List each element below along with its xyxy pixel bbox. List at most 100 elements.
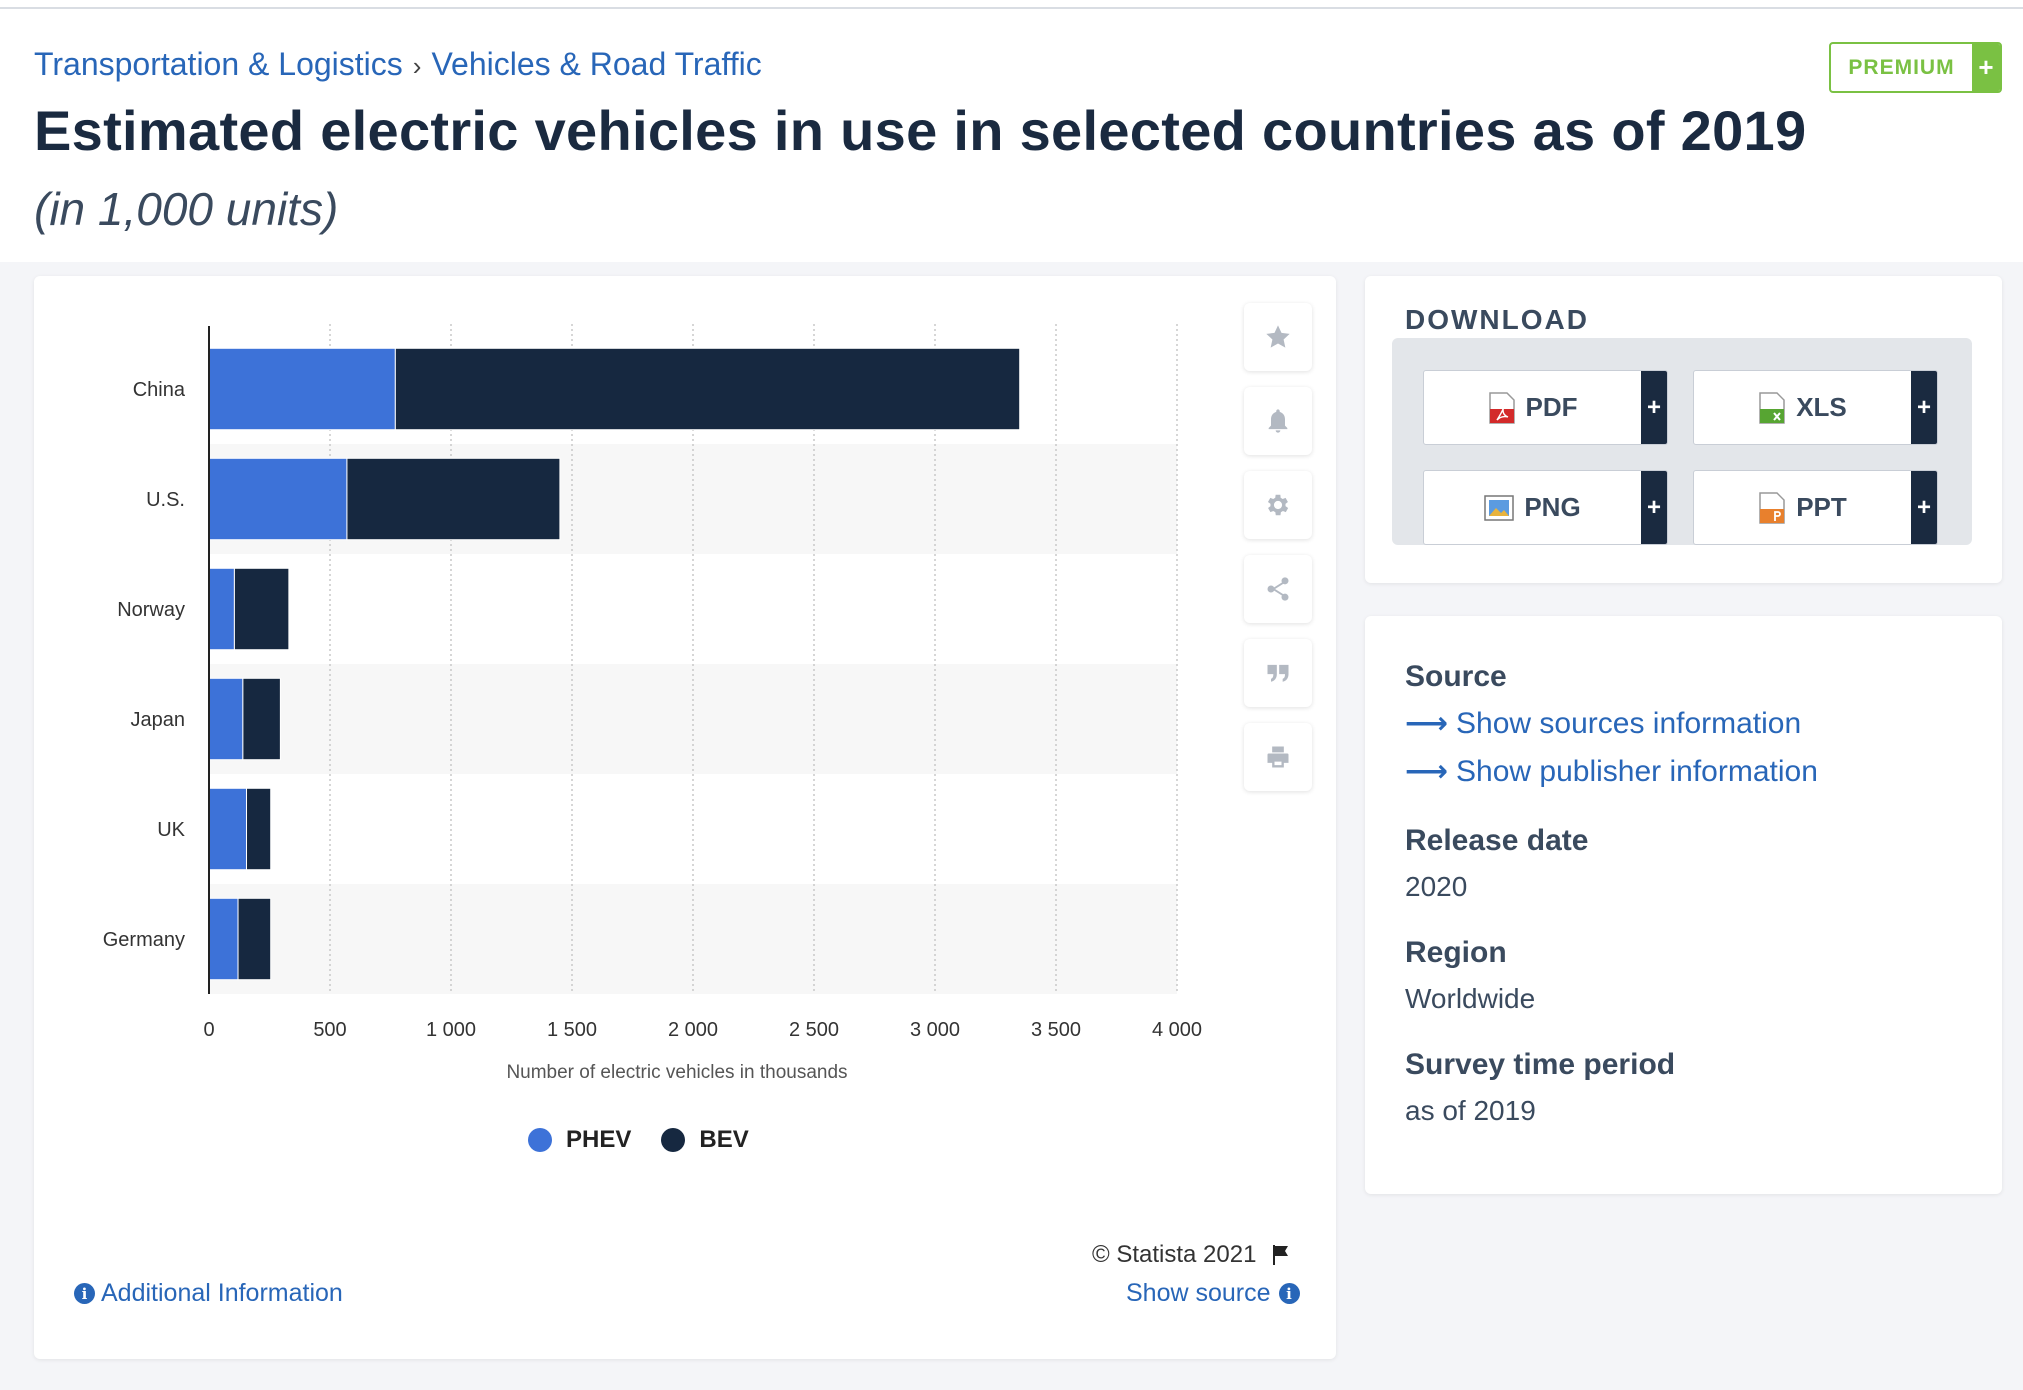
star-icon [1266, 325, 1290, 348]
chart-card: China U.S. Norway Japan UK Germany 0 500 1 000 1 … [34, 276, 1336, 1359]
pdf-file-icon [1488, 391, 1515, 424]
bar-bev-japan[interactable] [242, 677, 281, 761]
release-date-value: 2020 [1405, 871, 1468, 902]
plus-icon: + [1641, 371, 1667, 444]
legend-item-phev[interactable]: PHEV [528, 1126, 631, 1154]
show-source-link[interactable]: Show source i [1126, 1279, 1300, 1308]
top-divider [0, 7, 2023, 9]
notification-button[interactable] [1244, 387, 1312, 455]
cite-button[interactable] [1244, 639, 1312, 707]
bar-phev-china[interactable] [208, 347, 396, 431]
x-tick-label: 3 000 [910, 1019, 960, 1041]
premium-plus-icon: + [1972, 44, 2000, 91]
ppt-file-icon [1759, 491, 1785, 524]
breadcrumb: Transportation & Logistics › Vehicles & Ro… [34, 46, 762, 83]
bar-bev-norway[interactable] [233, 567, 290, 651]
pdf-label-text: PDF [1525, 392, 1578, 422]
bell-icon [1268, 409, 1288, 433]
bar-bev-uk[interactable] [246, 787, 272, 871]
gear-icon [1267, 494, 1289, 516]
plus-icon: + [1641, 471, 1667, 544]
download-pdf-button[interactable]: PDF + [1423, 370, 1668, 445]
y-tick-label: China [133, 379, 186, 401]
bar-phev-norway[interactable] [208, 567, 235, 651]
share-icon [1267, 577, 1289, 601]
plus-icon: + [1911, 471, 1937, 544]
survey-period-value: as of 2019 [1405, 1095, 1536, 1126]
x-tick-label: 1 000 [426, 1019, 476, 1041]
download-png-button[interactable]: PNG + [1423, 470, 1668, 545]
y-tick-label: U.S. [146, 489, 185, 511]
source-label: Source [1405, 660, 1507, 693]
page-subtitle: (in 1,000 units) [34, 183, 339, 235]
page-header [0, 0, 2023, 262]
download-ppt-label: PPT [1694, 491, 1911, 524]
show-sources-link[interactable]: ⟶ Show sources information [1405, 706, 1801, 741]
premium-label: PREMIUM [1848, 55, 1955, 79]
y-tick-label: Norway [117, 599, 185, 621]
x-tick-label: 0 [203, 1019, 214, 1041]
survey-period-label: Survey time period [1405, 1048, 1676, 1081]
xls-file-icon [1759, 391, 1785, 424]
xls-label-text: XLS [1796, 392, 1847, 422]
region-label: Region [1405, 936, 1507, 969]
settings-button[interactable] [1244, 471, 1312, 539]
legend-label-bev: BEV [699, 1126, 749, 1153]
download-png-label: PNG [1424, 492, 1641, 523]
show-publisher-label: Show publisher information [1456, 754, 1818, 788]
bar-bev-china[interactable] [394, 347, 1021, 431]
arrow-right-icon: ⟶ [1405, 755, 1449, 788]
print-icon [1267, 746, 1289, 768]
x-tick-label: 2 500 [789, 1019, 839, 1041]
download-card: DOWNLOAD PDF + XLS + PNG + [1365, 276, 2002, 583]
page-title: Estimated electric vehicles in use in se… [34, 99, 1807, 162]
share-button[interactable] [1244, 555, 1312, 623]
breadcrumb-vehicles[interactable]: Vehicles & Road Traffic [431, 46, 762, 82]
ppt-label-text: PPT [1796, 492, 1847, 522]
x-tick-label: 1 500 [547, 1019, 597, 1041]
print-button[interactable] [1244, 723, 1312, 791]
info-icon: i [1278, 1283, 1300, 1304]
y-tick-label: UK [157, 819, 185, 841]
bar-bev-germany[interactable] [237, 897, 272, 981]
x-axis-title: Number of electric vehicles in thousands [506, 1062, 847, 1083]
additional-information-label: Additional Information [101, 1279, 343, 1307]
show-source-label: Show source [1126, 1279, 1271, 1307]
quote-icon [1267, 664, 1289, 682]
bar-phev-us[interactable] [208, 457, 348, 541]
chart-legend: PHEV BEV [528, 1126, 779, 1154]
x-tick-label: 3 500 [1031, 1019, 1081, 1041]
legend-label-phev: PHEV [566, 1126, 632, 1153]
premium-button[interactable]: PREMIUM + [1829, 42, 2002, 93]
legend-item-bev[interactable]: BEV [661, 1126, 749, 1154]
arrow-right-icon: ⟶ [1405, 707, 1449, 740]
x-tick-label: 4 000 [1152, 1019, 1202, 1041]
bar-phev-uk[interactable] [208, 787, 248, 871]
additional-information-link[interactable]: i Additional Information [74, 1279, 343, 1308]
x-tick-label: 500 [313, 1019, 346, 1041]
statistic-details-card: Source ⟶ Show sources information ⟶ Show… [1365, 616, 2002, 1194]
bar-phev-japan[interactable] [208, 677, 244, 761]
legend-dot-phev [528, 1128, 552, 1152]
flag-icon[interactable] [1268, 1243, 1292, 1267]
copyright-notice: © Statista 2021 [1092, 1241, 1292, 1269]
png-label-text: PNG [1524, 492, 1581, 522]
breadcrumb-separator: › [412, 51, 422, 81]
show-publisher-link[interactable]: ⟶ Show publisher information [1405, 754, 1818, 789]
breadcrumb-transportation[interactable]: Transportation & Logistics [34, 46, 403, 82]
release-date-label: Release date [1405, 824, 1589, 857]
plus-icon: + [1911, 371, 1937, 444]
download-title: DOWNLOAD [1405, 304, 1589, 335]
region-value: Worldwide [1405, 983, 1536, 1014]
download-xls-button[interactable]: XLS + [1693, 370, 1938, 445]
x-tick-label: 2 000 [668, 1019, 718, 1041]
download-ppt-button[interactable]: PPT + [1693, 470, 1938, 545]
info-icon: i [74, 1283, 95, 1304]
download-panel: PDF + XLS + PNG + PPT + [1392, 338, 1972, 545]
png-file-icon [1484, 494, 1515, 521]
bar-phev-germany[interactable] [208, 897, 239, 981]
download-pdf-label: PDF [1424, 391, 1641, 424]
bar-bev-us[interactable] [346, 457, 561, 541]
legend-dot-bev [661, 1128, 686, 1152]
favorite-button[interactable] [1244, 303, 1312, 371]
